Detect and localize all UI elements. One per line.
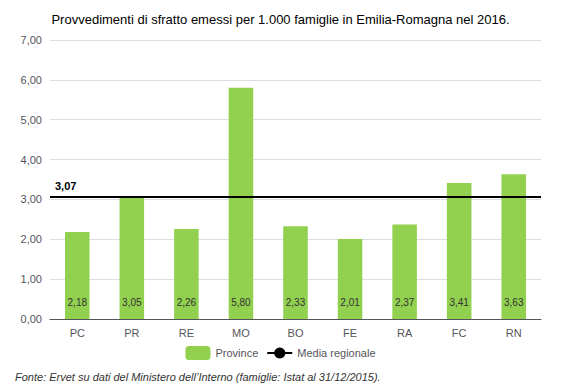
svg-text:Province: Province [215,347,258,359]
svg-text:RE: RE [179,327,194,339]
svg-text:Media regionale: Media regionale [297,347,375,359]
svg-text:2,26: 2,26 [177,297,197,308]
svg-text:0,00: 0,00 [21,313,42,325]
svg-text:2,18: 2,18 [68,297,88,308]
svg-text:RA: RA [397,327,413,339]
svg-text:3,07: 3,07 [55,180,76,192]
svg-text:2,33: 2,33 [286,297,306,308]
svg-text:2,00: 2,00 [21,233,42,245]
svg-text:PR: PR [124,327,139,339]
svg-text:2,01: 2,01 [340,297,360,308]
svg-text:4,00: 4,00 [21,154,42,166]
svg-text:2,37: 2,37 [395,297,415,308]
svg-text:6,00: 6,00 [21,74,42,86]
svg-text:FE: FE [343,327,357,339]
svg-text:5,80: 5,80 [231,297,251,308]
svg-text:3,41: 3,41 [449,297,469,308]
svg-text:RN: RN [506,327,522,339]
svg-text:Fonte: Ervet su dati del Minis: Fonte: Ervet su dati del Ministero dell’… [15,371,381,383]
svg-text:3,63: 3,63 [504,297,524,308]
svg-text:BO: BO [288,327,304,339]
svg-text:1,00: 1,00 [21,273,42,285]
svg-text:Provvedimenti di sfratto emess: Provvedimenti di sfratto emessi per 1.00… [51,12,509,27]
svg-text:PC: PC [70,327,85,339]
svg-text:MO: MO [232,327,250,339]
svg-text:7,00: 7,00 [21,34,42,46]
svg-text:3,05: 3,05 [122,297,142,308]
svg-text:3,00: 3,00 [21,193,42,205]
svg-text:FC: FC [452,327,467,339]
svg-text:5,00: 5,00 [21,114,42,126]
